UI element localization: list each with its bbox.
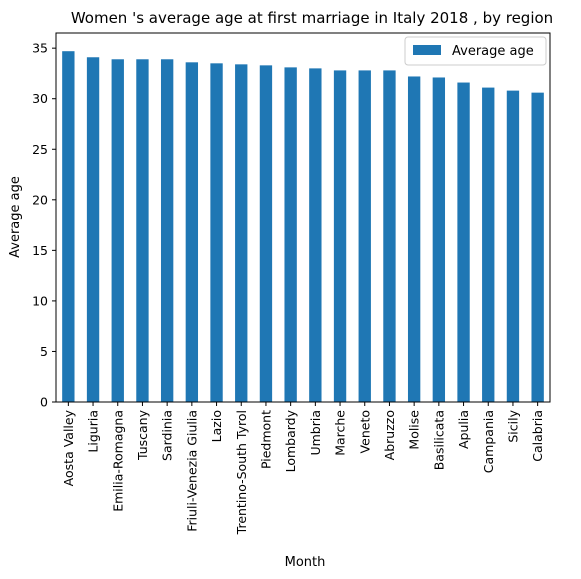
bar-friuli-venezia-giulia (185, 62, 199, 402)
y-tick-label: 25 (32, 142, 48, 157)
x-tick-label: Aosta Valley (61, 409, 76, 486)
bar-tuscany (136, 59, 149, 402)
chart-title: Women 's average age at first marriage i… (71, 9, 553, 27)
x-tick-label: Friuli-Venezia Giulia (184, 410, 199, 532)
bar-calabria (531, 92, 544, 403)
y-tick-label: 10 (32, 293, 48, 308)
x-tick-label: Calabria (530, 410, 545, 462)
bar-aosta-valley (62, 51, 75, 402)
x-tick-label: Abruzzo (382, 410, 397, 460)
bar-umbria (309, 68, 322, 402)
bars-group (62, 51, 544, 403)
x-tick-label: Piedmont (258, 410, 273, 469)
x-tick-label: Emilia-Romagna (110, 410, 125, 512)
y-axis-label: Average age (8, 176, 23, 258)
y-tick-label: 35 (32, 41, 48, 56)
y-tick-label: 30 (32, 91, 48, 106)
legend-label: Average age (452, 44, 534, 59)
y-axis-ticks: 0 5 10 15 20 25 30 35 (32, 41, 56, 410)
x-tick-label: Veneto (357, 410, 372, 453)
x-tick-label: Trentino-South Tyrol (234, 410, 249, 535)
bar-lazio (210, 63, 223, 402)
x-axis-ticks: Aosta Valley Liguria Emilia-Romagna Tuscany… (61, 402, 545, 535)
bar-marche (333, 70, 347, 402)
x-tick-label: Marche (333, 410, 348, 456)
x-tick-label: Umbria (308, 410, 323, 456)
x-tick-label: Molise (407, 410, 422, 450)
x-tick-label: Basilicata (431, 410, 446, 470)
bar-piedmont (259, 65, 273, 402)
bar-emilia-romagna (111, 59, 124, 402)
bar-sardinia (160, 59, 174, 402)
legend-swatch (413, 45, 441, 55)
bar-veneto (358, 70, 371, 402)
x-tick-label: Lazio (209, 410, 224, 442)
plot-frame (55, 32, 551, 403)
x-tick-label: Apulia (456, 410, 471, 449)
y-tick-label: 15 (32, 243, 48, 258)
bar-sicily (506, 90, 520, 403)
x-tick-label: Lombardy (283, 409, 298, 472)
x-axis-label: Month (285, 555, 326, 570)
bar-campania (482, 87, 495, 402)
bar-lombardy (284, 67, 297, 403)
y-tick-label: 0 (40, 395, 48, 410)
x-tick-label: Campania (481, 410, 496, 473)
y-tick-label: 5 (40, 344, 48, 359)
y-tick-label: 20 (32, 192, 48, 207)
bar-liguria (86, 57, 100, 402)
bar-trentino-south-tyrol (235, 64, 248, 402)
x-tick-label: Sardinia (160, 410, 175, 461)
bar-basilicata (432, 77, 446, 402)
bar-molise (407, 76, 421, 402)
bar-apulia (457, 82, 470, 402)
legend: Average age (404, 36, 547, 66)
bar-abruzzo (383, 70, 396, 402)
x-tick-label: Sicily (505, 409, 520, 442)
x-tick-label: Liguria (86, 410, 101, 453)
x-tick-label: Tuscany (135, 409, 150, 461)
legend-box (404, 36, 547, 66)
